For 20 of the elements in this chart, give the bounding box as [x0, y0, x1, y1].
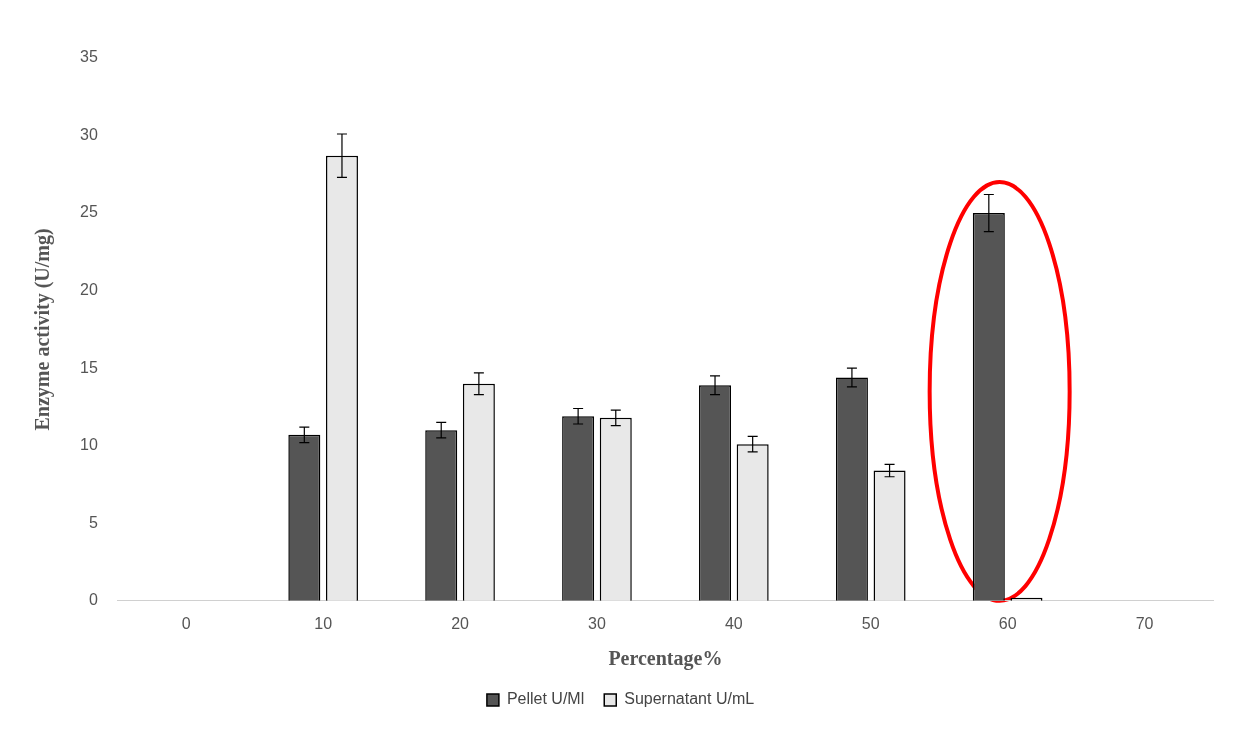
x-tick-label: 60	[998, 614, 1017, 632]
y-tick-label: 5	[88, 513, 98, 531]
y-axis-title: Enzyme activity (U/mg)	[31, 228, 55, 431]
x-axis-title: Percentage%	[608, 647, 723, 671]
x-tick-label: 70	[1135, 614, 1154, 632]
y-tick-label: 0	[88, 591, 98, 609]
legend-label: Pellet U/Ml	[506, 690, 585, 708]
y-tick-label: 25	[80, 203, 98, 221]
x-tick-label: 50	[861, 614, 880, 632]
y-tick-label: 10	[80, 436, 98, 454]
y-tick-label: 15	[80, 358, 98, 376]
x-tick-label: 40	[724, 614, 743, 632]
x-tick-label: 10	[314, 614, 333, 632]
y-tick-label: 35	[80, 48, 98, 66]
y-tick-label: 30	[80, 125, 98, 143]
y-tick-label: 20	[80, 281, 98, 299]
x-tick-label: 20	[451, 614, 470, 632]
x-tick-label: 0	[181, 614, 191, 632]
legend-label: Supernatant U/mL	[624, 690, 755, 708]
x-tick-label: 30	[588, 614, 606, 632]
